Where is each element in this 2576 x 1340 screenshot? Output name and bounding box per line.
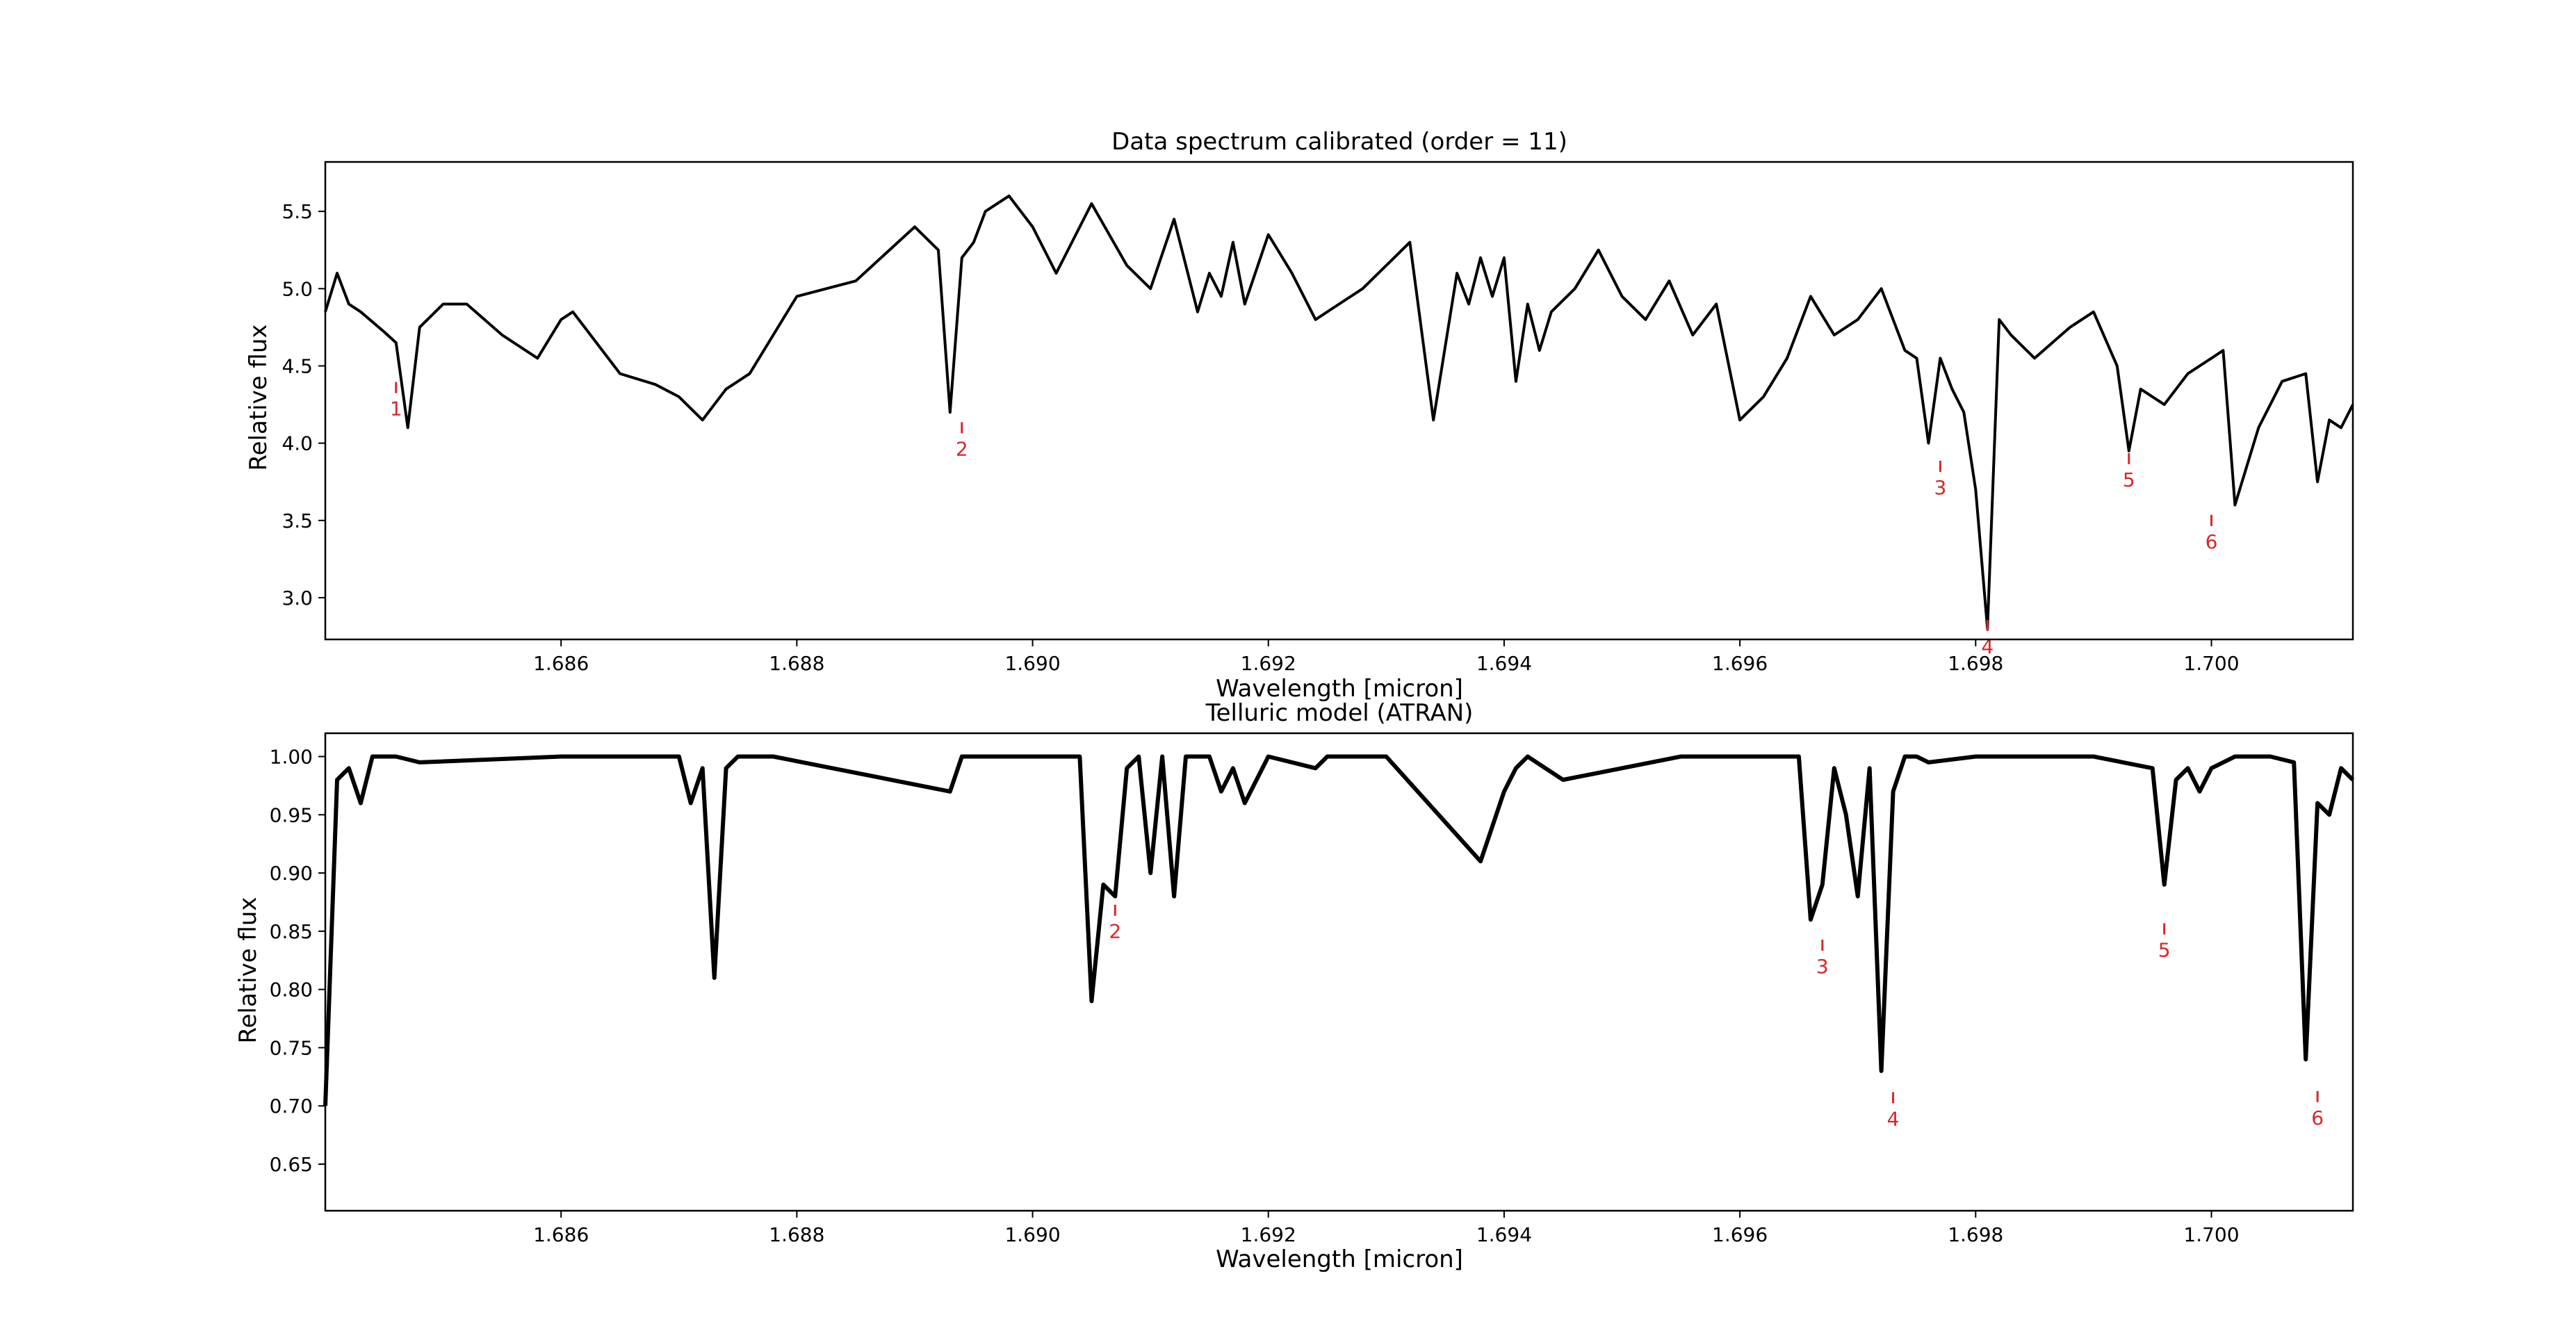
x-tick-label: 1.690: [1004, 1223, 1060, 1246]
series-line-data-spectrum: [324, 194, 2354, 630]
x-tick-label: 1.694: [1476, 652, 1532, 675]
y-tick-label: 0.70: [270, 1095, 313, 1118]
x-axis-label: Wavelength [micron]: [1216, 1245, 1463, 1273]
x-tick-label: 1.700: [2183, 652, 2239, 675]
plot-area: 2 3 4 5 6: [323, 754, 2355, 1130]
y-tick-label: 3.0: [282, 587, 313, 610]
y-tick-label: 4.0: [282, 432, 313, 455]
marker-label-2: 2: [1109, 920, 1121, 943]
data-spectrum-chart: Data spectrum calibrated (order = 11) 1 2…: [245, 128, 2354, 703]
y-tick-label: 0.75: [270, 1036, 313, 1059]
y-tick-label: 0.90: [270, 862, 313, 885]
y-tick-label: 4.5: [282, 354, 313, 377]
y-tick-label: 0.85: [270, 920, 313, 943]
y-tick-label: 5.5: [282, 200, 313, 223]
x-tick-label: 1.692: [1241, 652, 1296, 675]
x-tick-label: 1.688: [769, 1223, 824, 1246]
axes-frame: [324, 161, 2354, 641]
y-axis-ticks: 3.0 3.5 4.0 4.5 5.0 5.5: [282, 200, 325, 610]
series-line-telluric-model: [323, 754, 2355, 1106]
marker-label-4: 4: [1981, 635, 1994, 658]
x-tick-label: 1.698: [1948, 652, 2003, 675]
chart-title: Telluric model (ATRAN): [1205, 699, 1474, 727]
y-axis-ticks: 0.65 0.70 0.75 0.80 0.85 0.90 0.95 1.00: [270, 746, 325, 1176]
y-tick-label: 0.95: [270, 803, 313, 826]
x-tick-label: 1.686: [533, 1223, 589, 1246]
marker-label-4: 4: [1887, 1107, 1900, 1130]
y-axis-label: Relative flux: [245, 324, 272, 471]
x-axis-label: Wavelength [micron]: [1216, 675, 1463, 703]
x-tick-label: 1.692: [1241, 1223, 1296, 1246]
y-tick-label: 5.0: [282, 277, 313, 300]
line-markers: 1 2 3 4 5 6: [390, 382, 2218, 658]
marker-label-5: 5: [2123, 468, 2135, 491]
line-markers: 2 3 4 5 6: [1109, 904, 2324, 1130]
x-tick-label: 1.696: [1712, 652, 1768, 675]
x-tick-label: 1.688: [769, 652, 824, 675]
plot-area: 1 2 3 4 5 6: [324, 194, 2354, 658]
marker-label-2: 2: [956, 437, 968, 460]
x-axis-ticks: 1.686 1.688 1.690 1.692 1.694 1.696 1.698 1.700: [533, 1211, 2240, 1246]
y-tick-label: 0.65: [270, 1153, 313, 1176]
marker-label-3: 3: [1816, 955, 1829, 978]
x-tick-label: 1.686: [533, 652, 589, 675]
x-tick-label: 1.694: [1476, 1223, 1532, 1246]
marker-label-6: 6: [2206, 530, 2218, 553]
y-tick-label: 3.5: [282, 509, 313, 532]
x-axis-ticks: 1.686 1.688 1.690 1.692 1.694 1.696 1.698 1.700: [533, 639, 2240, 675]
x-tick-label: 1.698: [1948, 1223, 2003, 1246]
marker-label-1: 1: [390, 398, 402, 420]
y-tick-label: 0.80: [270, 979, 313, 1002]
marker-label-5: 5: [2158, 939, 2171, 962]
x-tick-label: 1.690: [1004, 652, 1060, 675]
marker-label-3: 3: [1934, 476, 1947, 499]
chart-title: Data spectrum calibrated (order = 11): [1111, 128, 1567, 156]
y-tick-label: 1.00: [270, 746, 313, 769]
y-axis-label: Relative flux: [234, 897, 262, 1043]
x-tick-label: 1.696: [1712, 1223, 1768, 1246]
marker-label-6: 6: [2311, 1106, 2324, 1129]
x-tick-label: 1.700: [2183, 1223, 2239, 1246]
axes-frame: [324, 732, 2354, 1212]
